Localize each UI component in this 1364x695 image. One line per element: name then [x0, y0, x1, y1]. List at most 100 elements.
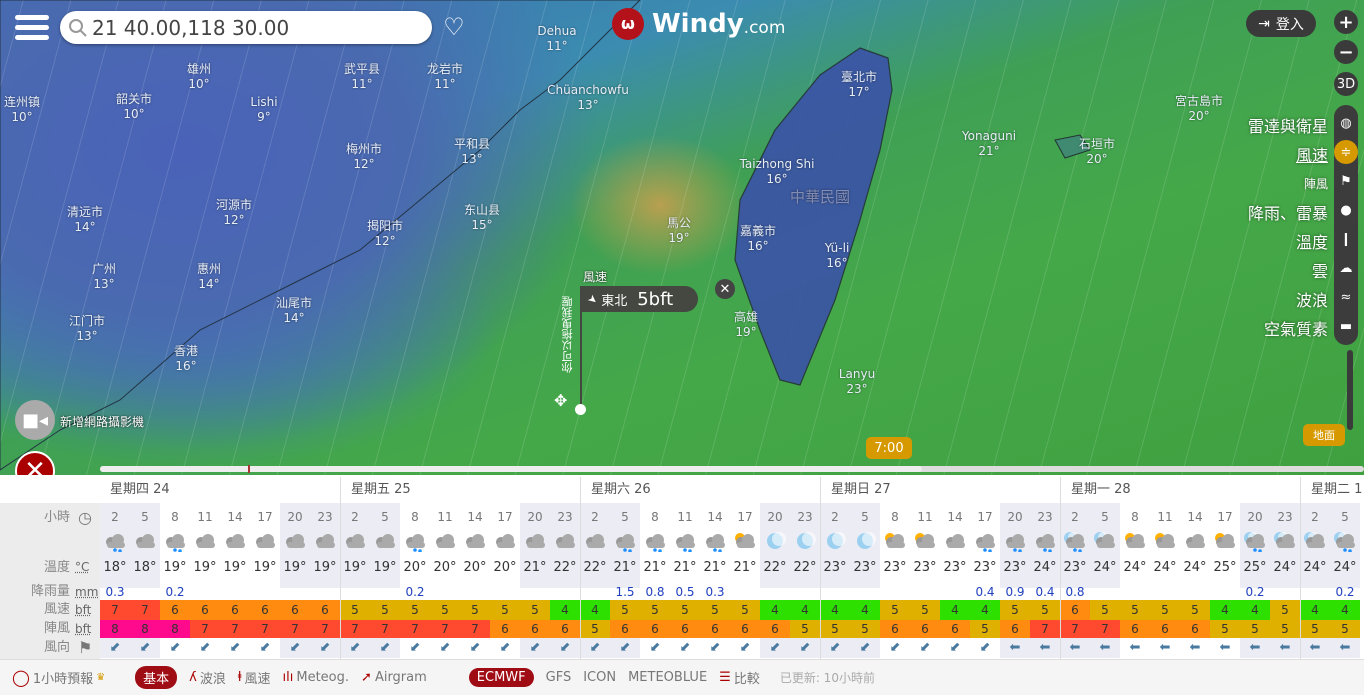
zoom-out-button[interactable]: − — [1334, 40, 1358, 64]
city-label: 嘉義市 16° — [740, 224, 776, 254]
car-icon[interactable]: ▬ — [1339, 318, 1353, 334]
weather-cloud-icon — [190, 530, 220, 555]
night-shade — [340, 638, 370, 658]
gust-cell: 7 — [370, 620, 400, 638]
3d-button[interactable]: 3D — [1334, 72, 1358, 96]
day-header[interactable]: 星期六 26 — [580, 477, 820, 503]
country-label: 中華民國 — [789, 188, 851, 206]
layer-2[interactable]: 陣風 — [1303, 177, 1328, 191]
day-header[interactable]: 星期一 28 — [1060, 477, 1300, 503]
webcam-button[interactable]: ■◂ — [15, 400, 55, 440]
tab-basic[interactable]: 基本 — [135, 666, 178, 689]
layer-5[interactable]: 雲 — [1311, 262, 1328, 281]
tab-airgram[interactable]: ➚ Airgram — [361, 670, 427, 685]
updated-status: 已更新: 10小時前 — [779, 671, 875, 685]
gust-cell: 6 — [1120, 620, 1150, 638]
city-name: 东山县 — [463, 203, 501, 217]
gust-cell: 5 — [970, 620, 1000, 638]
model-gfs[interactable]: GFS — [546, 670, 572, 685]
day-header[interactable]: 星期五 25 — [340, 477, 580, 503]
hour-cell: 20 — [1247, 510, 1263, 524]
cloud-icon[interactable]: ☁ — [1339, 260, 1353, 276]
wind-icon[interactable]: ≑ — [1334, 140, 1358, 164]
night-shade — [310, 638, 340, 658]
waves-icon[interactable]: ≈ — [1340, 289, 1352, 305]
timeline-time-bubble[interactable]: 7:00 — [866, 437, 912, 459]
ground-level-button[interactable]: 地面 — [1303, 424, 1345, 446]
model-meteoblue[interactable]: METEOBLUE — [628, 670, 707, 685]
move-icon[interactable]: ✥ — [554, 391, 568, 410]
wind-direction-arrow-icon: ⬅ — [1339, 640, 1351, 655]
city-label: 雄州 10° — [187, 62, 211, 92]
model-ecmwf[interactable]: ECMWF — [468, 668, 534, 687]
city-temp: 14° — [283, 311, 305, 325]
picker-handle[interactable] — [575, 404, 586, 415]
wind-direction-arrow-icon: ⬋ — [559, 640, 571, 655]
close-picker-icon[interactable]: ✕ — [715, 279, 735, 299]
logo-text: Windy — [652, 9, 744, 39]
layer-7[interactable]: 空氣質素 — [1263, 320, 1328, 339]
tab-waves[interactable]: ʎ 波浪 — [189, 668, 226, 687]
table-bottom-border — [0, 659, 1364, 660]
menu-button[interactable] — [14, 12, 50, 42]
timeline-bar[interactable] — [100, 465, 1364, 473]
temperature-cell: 21° — [523, 560, 547, 575]
compare-button[interactable]: ☰ 比較 — [719, 668, 760, 687]
weather-cloud-icon — [430, 530, 460, 555]
tab-meteogram[interactable]: ılı Meteog. — [283, 670, 350, 685]
row-label: 溫度 — [43, 560, 70, 575]
zoom-in-button[interactable]: + — [1334, 10, 1358, 34]
day-header[interactable]: 星期日 27 — [820, 477, 1060, 503]
layer-3[interactable]: 降雨、雷暴 — [1247, 204, 1328, 223]
thermometer-icon[interactable]: ❙ — [1340, 231, 1352, 247]
temperature-cell: 23° — [823, 560, 847, 575]
login-button[interactable]: ⇥ 登入 — [1246, 10, 1316, 37]
model-label: METEOBLUE — [628, 670, 708, 685]
gust-cell: 7 — [340, 620, 370, 638]
hour-cell: 23 — [557, 510, 573, 524]
temperature-cell: 24° — [1183, 560, 1207, 575]
picker-popup[interactable]: ➤ 東北 5bft — [580, 286, 698, 312]
tab-wind[interactable]: ⱡ 風速 — [238, 668, 271, 687]
city-name: 连州镇 — [3, 95, 41, 109]
favorite-heart-icon[interactable]: ♡ — [443, 13, 465, 41]
layer-4[interactable]: 溫度 — [1295, 233, 1328, 252]
webcam-label: 新增網路攝影機 — [60, 415, 145, 429]
wind-direction-arrow-icon: ⬋ — [379, 640, 391, 655]
drop-icon[interactable]: ● — [1340, 202, 1352, 218]
temperature-cell: 19° — [193, 560, 217, 575]
flag-icon[interactable]: ⚑ — [1340, 173, 1352, 189]
coastline — [0, 0, 1091, 471]
gust-cell: 6 — [490, 620, 520, 638]
gust-cell: 6 — [940, 620, 970, 638]
weather-map[interactable]: 连州镇 10° 韶关市 10° 雄州 10° Lishi 9° 武平县 11° 龙岩市 11° 梅州市 1… — [0, 0, 1364, 475]
wind-cell: 5 — [1120, 600, 1150, 620]
day-divider — [340, 503, 341, 660]
altitude-slider[interactable] — [1347, 350, 1353, 430]
day-header[interactable]: 星期四 24 — [110, 482, 170, 497]
layer-1[interactable]: 風速 — [1295, 146, 1328, 165]
hour-cell: 2 — [1071, 510, 1079, 524]
weather-cloud-icon — [580, 530, 610, 555]
wind-direction-arrow-icon: ⬋ — [919, 640, 931, 655]
weather-cloud-icon — [280, 530, 310, 555]
search-box[interactable] — [60, 11, 432, 44]
city-label: Chüanchowfu 13° — [547, 83, 629, 113]
wind-cell: 5 — [490, 600, 520, 620]
hourly-toggle[interactable]: ◯ 1小時預報 ♛ — [12, 668, 105, 687]
layer-6[interactable]: 波浪 — [1295, 291, 1328, 310]
hour-cell: 20 — [287, 510, 303, 524]
city-temp: 10° — [123, 107, 145, 121]
day-divider — [820, 503, 821, 660]
model-icon[interactable]: ICON — [583, 670, 616, 685]
wind-direction-arrow-icon: ⬋ — [979, 640, 991, 655]
temperature-cell: 24° — [1303, 560, 1327, 575]
globe-icon[interactable]: ◍ — [1340, 115, 1352, 131]
day-header[interactable]: 星期二 1 — [1300, 477, 1364, 503]
weather-moon-icon — [760, 530, 790, 555]
gust-cell: 6 — [1150, 620, 1180, 638]
layer-0[interactable]: 雷達與衛星 — [1247, 117, 1328, 136]
wind-direction-arrow-icon: ⬅ — [1189, 640, 1201, 655]
search-input[interactable] — [92, 15, 422, 40]
city-temp: 9° — [257, 110, 271, 124]
